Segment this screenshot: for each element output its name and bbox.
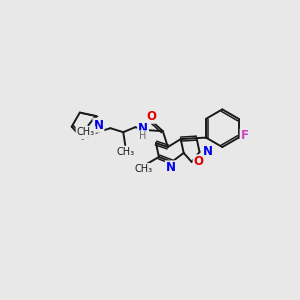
Text: O: O — [146, 110, 156, 123]
Text: CH₃: CH₃ — [135, 164, 153, 174]
Text: N: N — [166, 161, 176, 174]
Text: CH₃: CH₃ — [77, 127, 95, 137]
Text: F: F — [241, 129, 249, 142]
Text: H: H — [140, 131, 147, 141]
Text: N: N — [76, 125, 87, 138]
Text: CH₃: CH₃ — [116, 147, 134, 157]
Text: N: N — [138, 122, 148, 135]
Text: N: N — [202, 146, 212, 158]
Text: O: O — [194, 155, 203, 168]
Text: N: N — [94, 119, 103, 132]
